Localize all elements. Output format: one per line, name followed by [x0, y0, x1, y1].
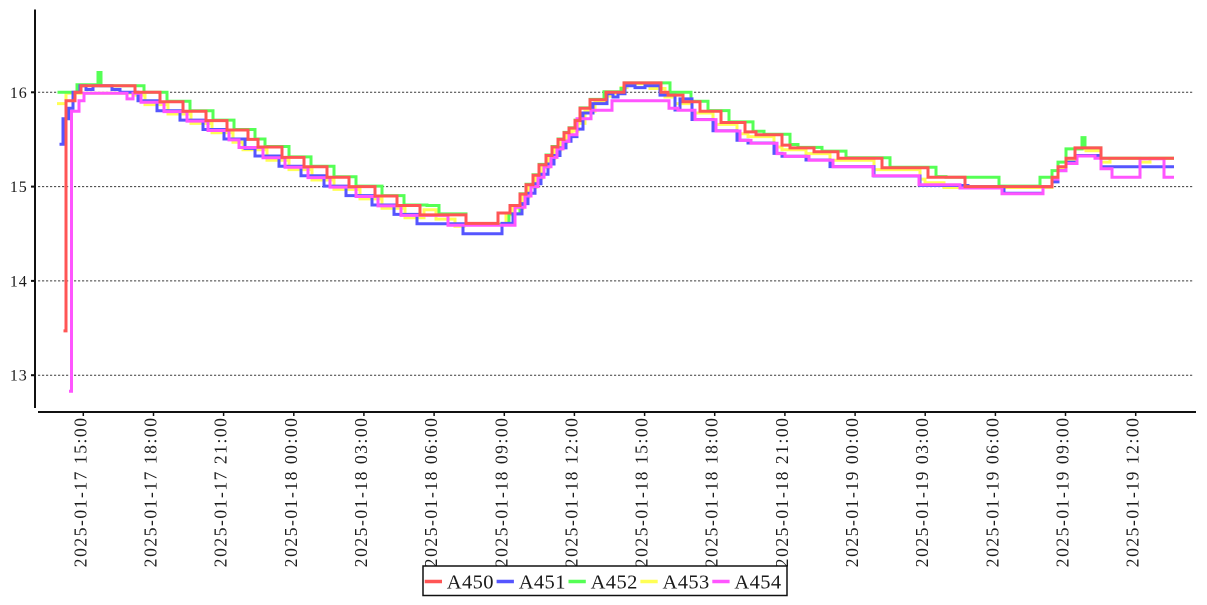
- svg-text:2025-01-18 21:00: 2025-01-18 21:00: [772, 417, 792, 568]
- svg-text:2025-01-19 09:00: 2025-01-19 09:00: [1053, 417, 1073, 568]
- svg-text:2025-01-18 18:00: 2025-01-18 18:00: [702, 417, 722, 568]
- svg-text:13: 13: [10, 368, 28, 385]
- svg-text:2025-01-17 21:00: 2025-01-17 21:00: [211, 417, 231, 568]
- svg-text:2025-01-18 03:00: 2025-01-18 03:00: [351, 417, 371, 568]
- svg-text:A451: A451: [519, 571, 566, 593]
- svg-text:2025-01-18 00:00: 2025-01-18 00:00: [281, 417, 301, 568]
- svg-text:A454: A454: [734, 571, 781, 593]
- svg-text:2025-01-18 06:00: 2025-01-18 06:00: [421, 416, 441, 567]
- svg-text:2025-01-18 12:00: 2025-01-18 12:00: [561, 417, 581, 568]
- svg-text:2025-01-18 15:00: 2025-01-18 15:00: [632, 417, 652, 568]
- svg-text:14: 14: [10, 273, 28, 290]
- svg-text:2025-01-19 12:00: 2025-01-19 12:00: [1123, 417, 1143, 568]
- svg-text:A450: A450: [447, 571, 494, 593]
- svg-text:2025-01-17 18:00: 2025-01-17 18:00: [141, 417, 161, 568]
- svg-text:16: 16: [10, 85, 28, 102]
- svg-text:2025-01-19 00:00: 2025-01-19 00:00: [842, 417, 862, 568]
- svg-text:2025-01-18 09:00: 2025-01-18 09:00: [491, 417, 511, 568]
- svg-text:A453: A453: [663, 571, 710, 593]
- svg-text:2025-01-19 03:00: 2025-01-19 03:00: [912, 416, 932, 567]
- svg-text:15: 15: [10, 179, 28, 196]
- svg-text:A452: A452: [591, 571, 638, 593]
- svg-text:2025-01-17 15:00: 2025-01-17 15:00: [70, 417, 90, 568]
- svg-text:2025-01-19 06:00: 2025-01-19 06:00: [982, 417, 1002, 568]
